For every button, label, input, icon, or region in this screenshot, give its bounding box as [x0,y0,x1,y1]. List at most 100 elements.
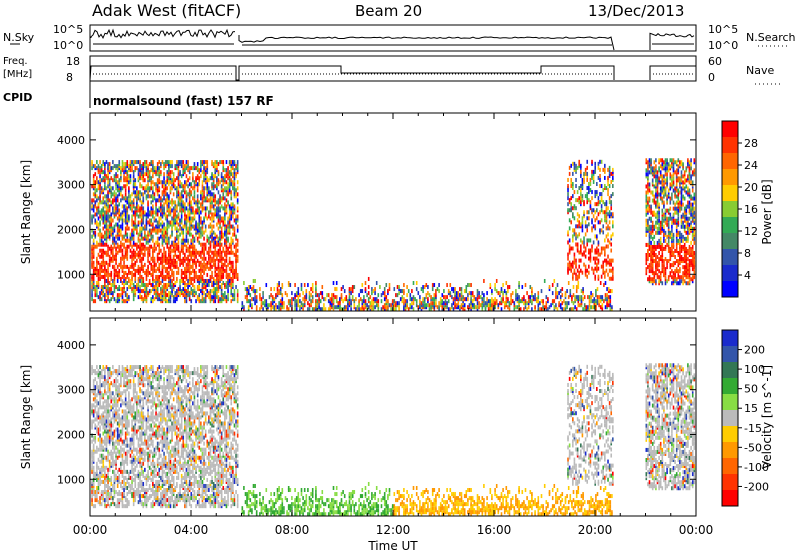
power-cell [107,248,109,253]
power-cell [254,291,256,296]
power-cell [672,281,675,286]
power-cell [573,216,576,221]
power-cell [659,196,662,201]
power-cell [677,158,680,163]
power-cell [160,170,162,175]
power-cell [96,240,98,245]
power-cell [658,192,660,197]
power-cell [97,208,100,213]
power-cell [233,226,236,231]
power-cell [190,208,193,213]
power-cell [225,258,228,263]
power-cell [591,190,593,195]
power-cell [105,278,108,283]
power-cell [470,307,472,312]
power-cell [230,260,233,265]
power-cell [648,246,651,251]
power-cell [308,295,311,300]
power-cell [171,178,173,183]
power-cell [588,216,590,221]
power-cell [252,297,255,302]
power-cell [227,250,229,255]
power-cell [209,254,212,259]
power-cell [475,297,477,302]
power-cell [156,178,159,183]
power-cell [172,220,175,225]
power-cell [152,252,154,257]
power-cell [177,254,180,259]
power-cell [537,291,540,296]
power-cell [653,250,656,255]
power-cell [206,178,209,183]
power-cell [403,305,405,310]
power-cell [214,232,217,237]
power-cell [607,212,609,217]
power-cell [435,289,437,294]
power-cell [417,305,420,310]
power-cell [174,212,177,217]
power-cell [423,285,426,290]
power-cell [608,226,611,231]
power-cell [188,200,191,205]
power-cell [203,252,205,257]
power-cell [148,212,151,217]
power-cell [144,283,146,288]
power-cell [220,176,223,181]
power-cell [139,268,141,273]
power-cell [589,238,592,243]
power-cell [447,299,450,304]
power-cell [651,220,654,225]
power-cell [568,218,571,223]
power-cell [605,208,608,213]
power-cell [227,297,229,302]
power-cell [118,299,121,304]
power-cell [126,176,129,181]
power-cell [677,196,680,201]
power-cell [107,218,109,223]
power-cell [224,186,226,191]
power-cell [193,200,196,205]
power-cell [204,186,207,191]
power-cell [113,274,116,279]
power-cell [377,307,380,312]
power-cell [134,291,137,296]
power-cell [666,216,668,221]
power-cell [276,293,279,298]
power-cell [463,303,466,308]
power-cell [659,224,662,229]
power-cell [524,299,527,304]
power-cell [224,202,226,207]
power-cell [607,175,609,180]
power-cell [679,162,681,167]
power-cell [604,246,606,251]
power-cell [647,188,649,193]
power-cell [145,214,148,219]
power-cell [161,236,164,241]
power-cell [588,299,591,304]
power-cell [105,242,108,247]
power-cell [217,289,220,294]
power-cell [94,299,97,304]
power-cell [584,232,587,237]
power-cell [669,176,672,181]
power-cell [212,283,215,288]
power-cell [134,210,137,215]
power-cell [187,218,189,223]
power-cell [460,297,463,302]
power-cell [661,269,664,274]
power-cell [168,176,170,181]
power-cell [132,256,135,261]
power-cell [645,253,648,258]
power-cell [500,289,503,294]
power-cell [574,295,576,300]
power-cell [124,194,127,199]
power-cell [663,246,665,251]
power-cell [97,222,100,227]
power-cell [425,283,428,288]
power-cell [208,283,210,288]
power-cell [523,301,525,306]
power-cell [348,301,351,306]
power-cell [594,248,597,253]
power-cell [581,252,584,257]
power-cell [224,208,226,213]
